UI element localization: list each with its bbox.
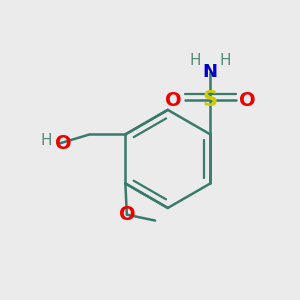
Text: S: S	[203, 90, 218, 110]
Text: H: H	[190, 53, 201, 68]
Text: N: N	[203, 63, 218, 81]
Text: O: O	[238, 91, 255, 110]
Text: O: O	[165, 91, 182, 110]
Text: H: H	[41, 134, 52, 148]
Text: O: O	[55, 134, 72, 153]
Text: O: O	[118, 205, 135, 224]
Text: H: H	[219, 53, 231, 68]
